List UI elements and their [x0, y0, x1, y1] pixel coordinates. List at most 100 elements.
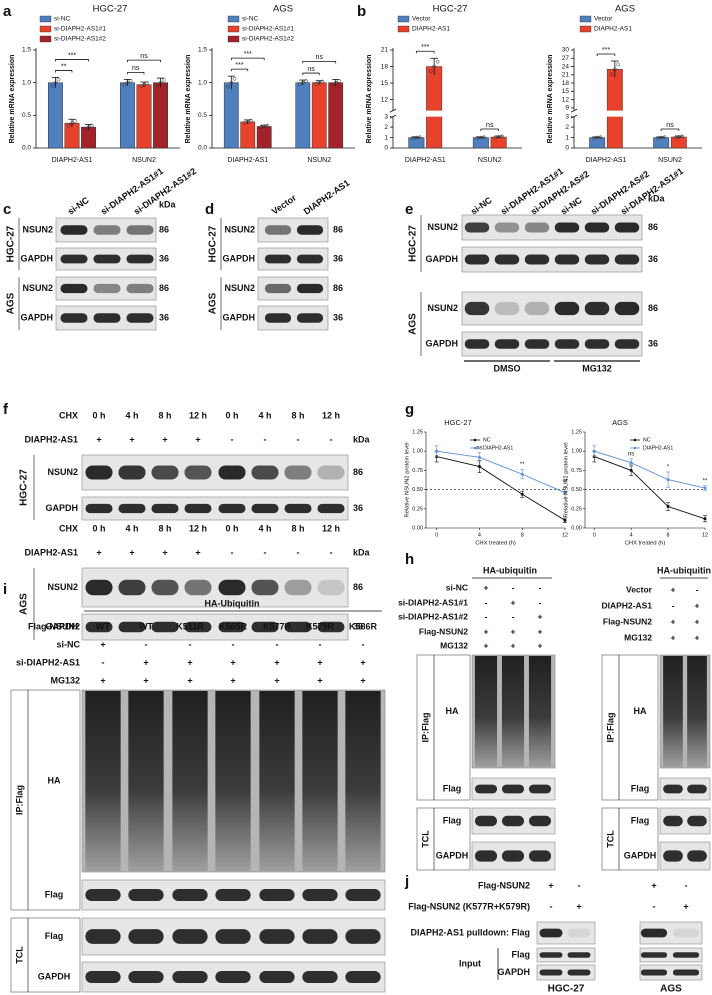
data-dot [676, 135, 681, 139]
data-dot [500, 134, 504, 139]
cell-line-label: HGC-27 [408, 225, 419, 262]
data-dot [125, 80, 130, 85]
data-dot [320, 79, 325, 84]
lane-label: Vector [270, 192, 299, 216]
data-dot [158, 80, 163, 85]
condition-value: - [189, 639, 192, 649]
condition-label: DIAPH2-AS1 [24, 434, 78, 444]
y-tick-label: 0.00 [412, 525, 423, 531]
condition-value: + [96, 434, 101, 444]
row-label: DIAPH2-AS1 pulldown: Flag [410, 927, 530, 937]
data-point [563, 491, 567, 495]
data-dot [53, 80, 58, 85]
protein-band [296, 283, 324, 294]
legend-marker [473, 446, 477, 450]
protein-band [464, 222, 490, 233]
protein-band [118, 465, 146, 480]
y-tick-label: 0.25 [571, 506, 582, 512]
series-line [594, 450, 706, 489]
chart-title: AGS [615, 4, 635, 15]
protein-band [672, 969, 700, 976]
cell-line-label: AGS [6, 292, 17, 314]
lane-label: si-NC [469, 195, 494, 217]
significance-label: ** [563, 480, 568, 486]
section-frame [416, 654, 471, 801]
x-tick-label: NSUN2 [658, 157, 682, 164]
y-tick-label: 9 [565, 105, 569, 112]
protein-band [640, 969, 668, 976]
data-dot [314, 81, 318, 86]
data-dot [428, 69, 433, 74]
kda-label: 86 [333, 283, 343, 293]
bar [295, 82, 311, 149]
y-tick-label: 15 [381, 80, 389, 87]
condition-value: + [230, 657, 235, 667]
row-label: HA [48, 775, 61, 785]
protein-band [663, 784, 683, 794]
row-label: NSUN2 [224, 283, 255, 293]
protein-band [567, 952, 591, 958]
condition-value: 0 h [92, 523, 105, 533]
row-label: Flag [45, 931, 64, 941]
blot-membrane [81, 496, 349, 521]
ubiquitin-smear [128, 691, 164, 871]
protein-band [151, 503, 179, 514]
data-dot [330, 82, 335, 87]
ubiquitin-smear [528, 656, 552, 767]
protein-band [302, 971, 338, 983]
y-tick-label: 30 [562, 47, 570, 54]
x-tick-label: NSUN2 [307, 157, 331, 164]
legend-label: si-NC [54, 16, 71, 23]
condition-value: + [671, 616, 676, 626]
x-tick-label: NSUN2 [478, 157, 502, 164]
y-tick-label: 12 [381, 96, 389, 103]
lane-label: DIAPH2-AS1 [302, 178, 352, 217]
significance-label: ns [476, 445, 482, 451]
protein-band [584, 222, 610, 233]
y-tick-label: 1.0 [198, 79, 207, 86]
y-tick-label: 27 [562, 55, 570, 62]
row-label: NSUN2 [224, 224, 255, 234]
data-dot [300, 80, 305, 85]
significance-label: ns [307, 66, 315, 73]
legend-label: DIAPH2-AS1 [594, 26, 632, 33]
protein-band [85, 579, 113, 596]
data-point [435, 449, 439, 453]
bar [119, 82, 135, 149]
blot-membrane [639, 921, 703, 945]
legend-label: si-DIAPH2-AS1#2 [54, 36, 106, 43]
condition-value: - [319, 639, 322, 649]
x-tick-label: DIAPH2-AS1 [586, 157, 627, 164]
condition-value: WT [139, 621, 153, 631]
condition-value: + [187, 657, 192, 667]
condition-value: + [484, 626, 489, 636]
y-tick-label: 1.5 [198, 47, 207, 54]
condition-label: MG132 [624, 632, 652, 642]
condition-value: WT [96, 621, 110, 631]
section-label: TCL [14, 946, 24, 964]
condition-value: 12 h [189, 410, 207, 420]
y-tick-label: 0.0 [22, 145, 31, 152]
condition-value: 12 h [322, 523, 340, 533]
significance-label: ns [628, 451, 634, 457]
data-point [520, 472, 524, 476]
condition-value: + [143, 657, 148, 667]
condition-value: + [671, 584, 676, 594]
condition-value: - [102, 657, 105, 667]
condition-value: + [129, 547, 134, 557]
protein-band [85, 465, 113, 480]
condition-value: 4 h [125, 523, 138, 533]
axis-break-mark [570, 114, 578, 119]
protein-band [296, 225, 324, 235]
protein-band [464, 254, 490, 265]
condition-value: - [672, 600, 675, 610]
panel-letter: j [404, 873, 409, 890]
y-tick-label: 18 [381, 63, 389, 70]
protein-band [218, 465, 246, 480]
protein-band [60, 283, 88, 294]
condition-label: si-NC [56, 639, 80, 649]
y-tick-label: 1.25 [571, 429, 582, 435]
condition-value: - [145, 639, 148, 649]
protein-band [118, 579, 146, 596]
